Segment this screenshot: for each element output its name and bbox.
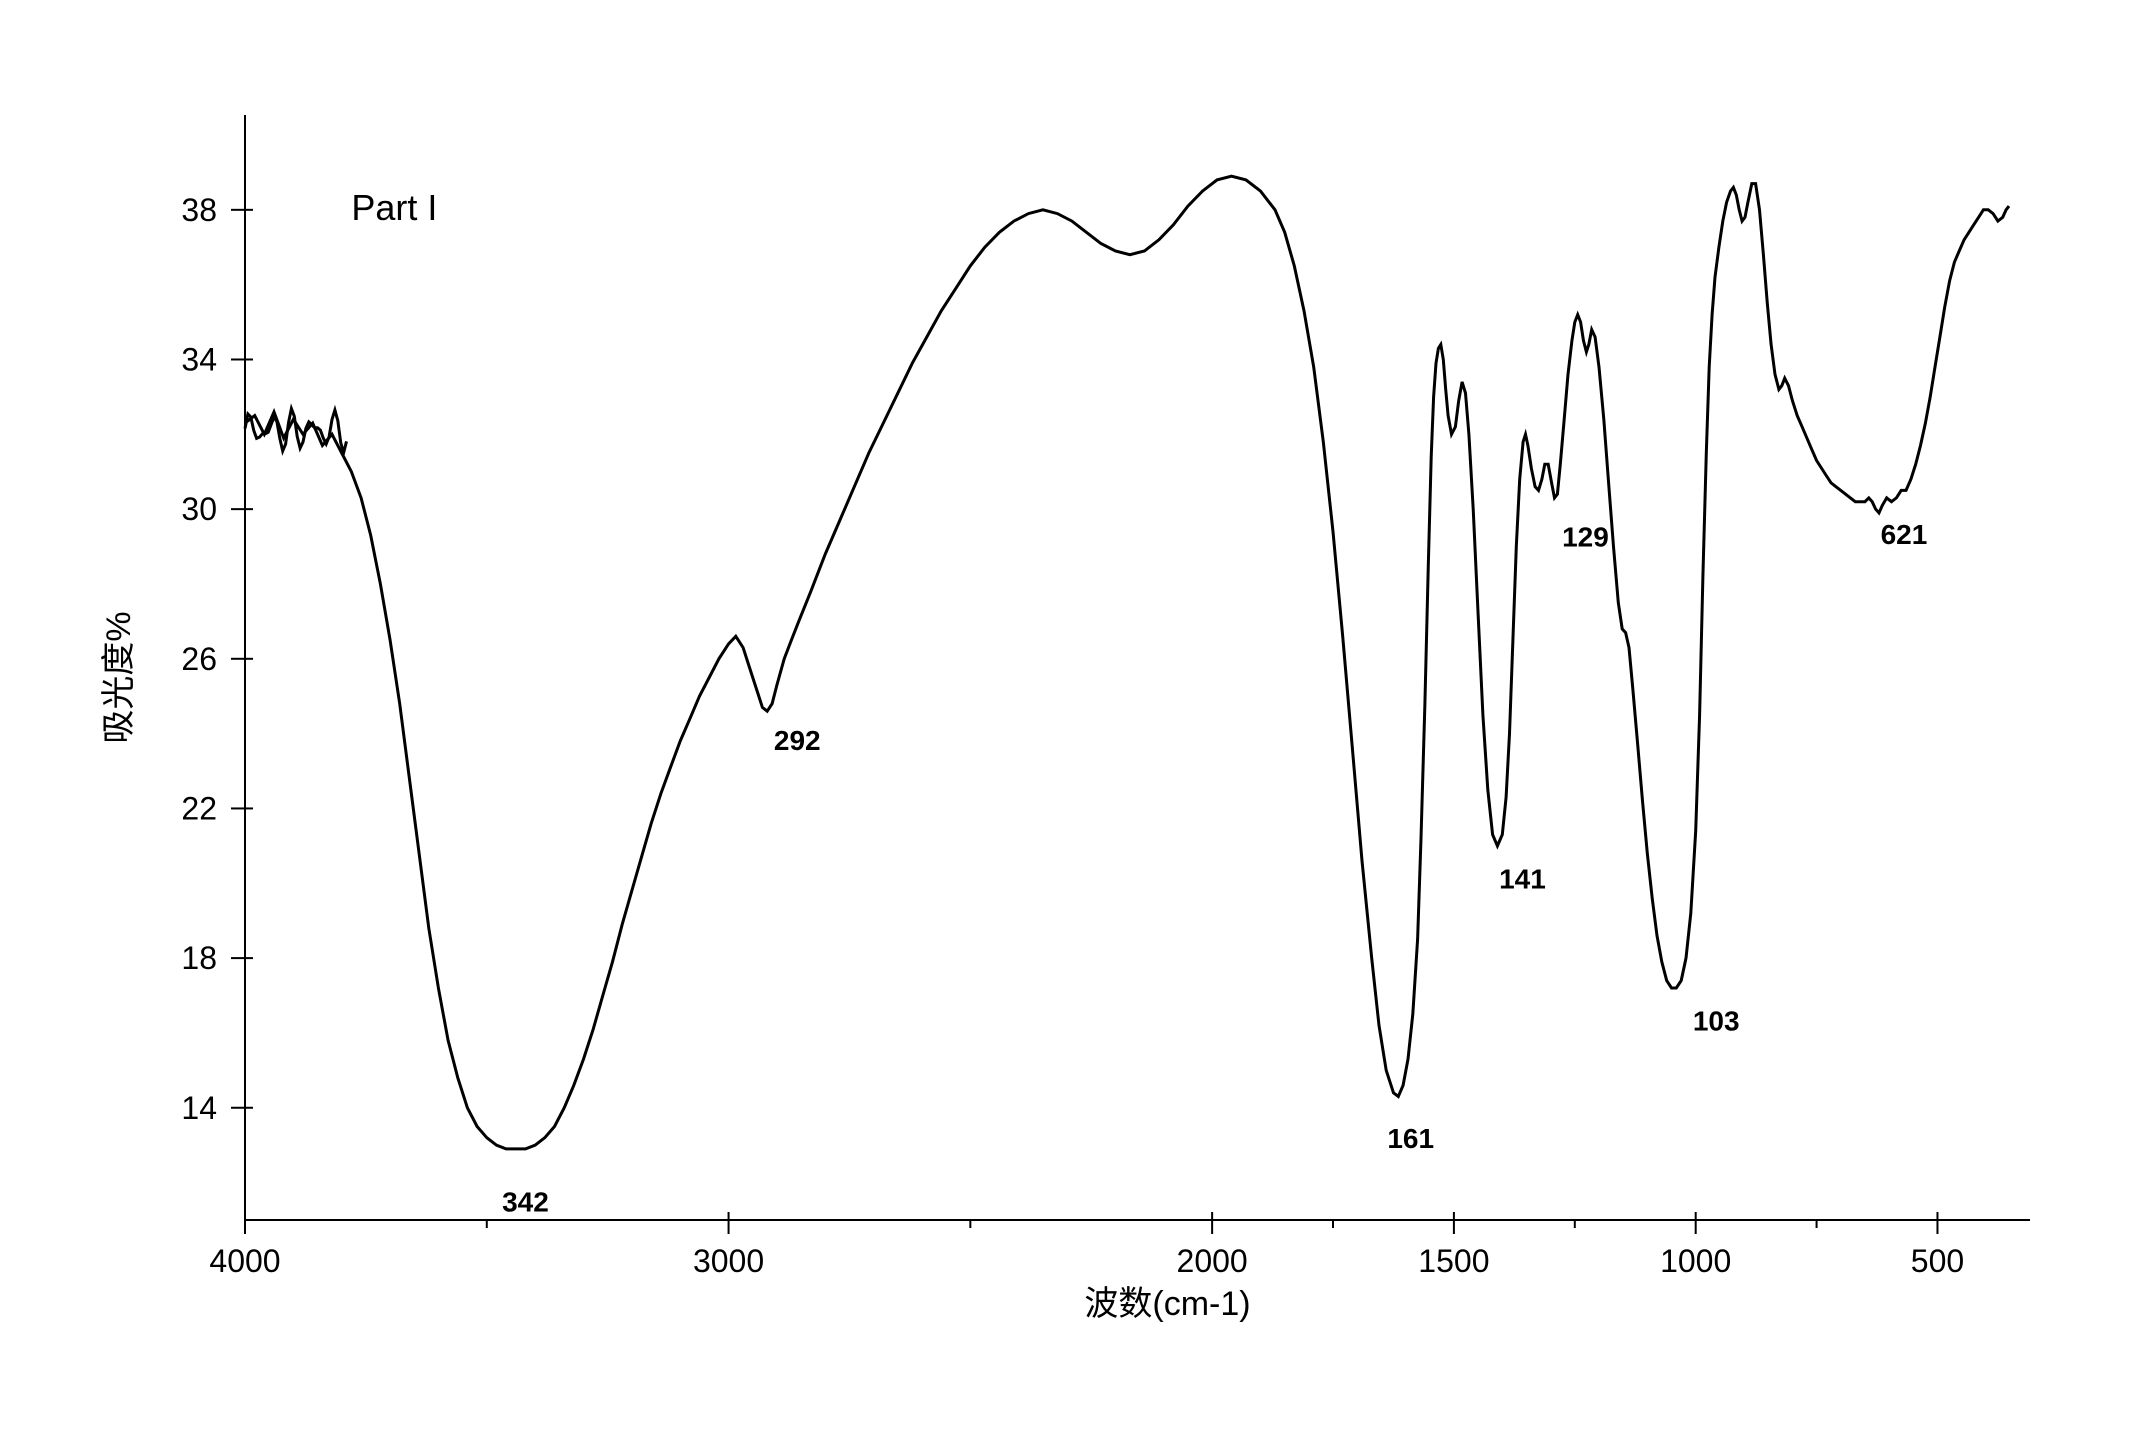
- peak-label: 342: [502, 1186, 549, 1217]
- svg-text:34: 34: [181, 341, 217, 377]
- peak-label: 103: [1693, 1006, 1740, 1037]
- peak-label: 621: [1881, 519, 1928, 550]
- svg-text:22: 22: [181, 790, 217, 826]
- svg-text:500: 500: [1911, 1243, 1964, 1279]
- peak-label: 141: [1499, 863, 1546, 894]
- svg-text:18: 18: [181, 940, 217, 976]
- svg-text:14: 14: [181, 1090, 217, 1126]
- peak-label: 161: [1387, 1123, 1434, 1154]
- peak-label: 292: [774, 725, 821, 756]
- spectrum-line: [245, 176, 2009, 1149]
- chart-svg: 4000 3000 2000 1500 1000 500 14 18 22 26 30 34 38 波数(…: [0, 0, 2136, 1456]
- ir-spectrum-chart: 4000 3000 2000 1500 1000 500 14 18 22 26 30 34 38 波数(…: [0, 0, 2136, 1456]
- svg-text:26: 26: [181, 641, 217, 677]
- svg-text:4000: 4000: [209, 1243, 280, 1279]
- svg-text:38: 38: [181, 192, 217, 228]
- svg-text:1500: 1500: [1418, 1243, 1489, 1279]
- x-axis-label: 波数(cm-1): [1084, 1285, 1250, 1323]
- part-label: Part I: [351, 187, 437, 228]
- svg-text:3000: 3000: [693, 1243, 764, 1279]
- svg-text:30: 30: [181, 491, 217, 527]
- svg-text:2000: 2000: [1177, 1243, 1248, 1279]
- y-axis-label: 吸光度%: [100, 611, 138, 743]
- peak-label: 129: [1562, 522, 1609, 553]
- svg-text:1000: 1000: [1660, 1243, 1731, 1279]
